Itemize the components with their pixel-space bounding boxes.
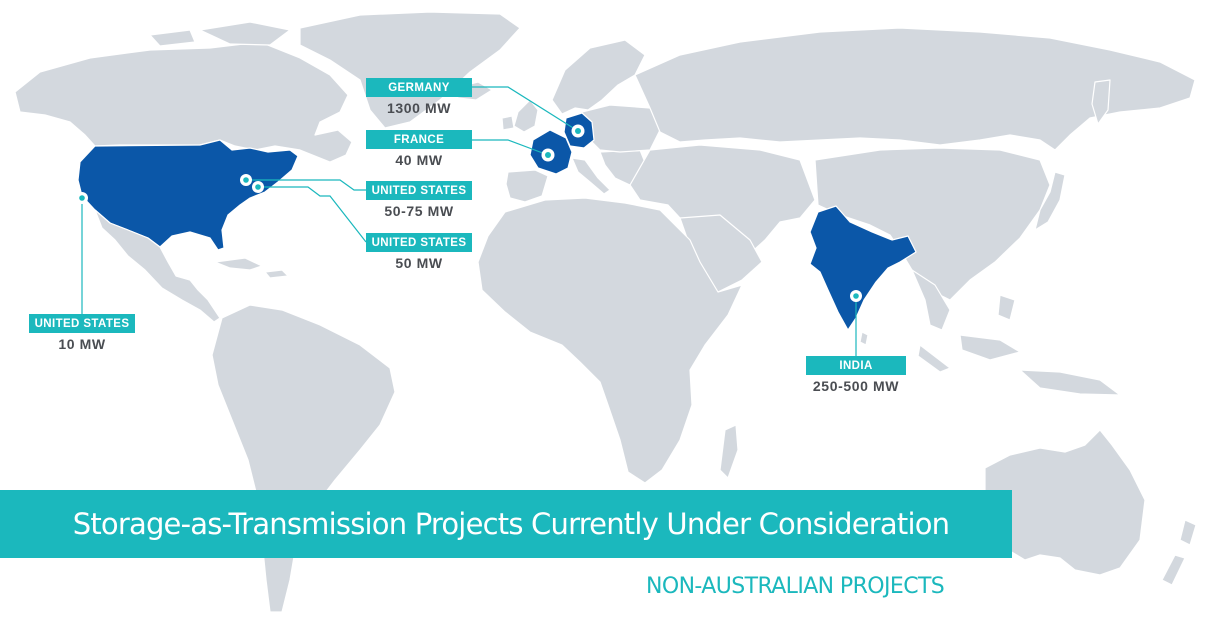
landmass-africa: [477, 197, 743, 484]
location-name: UNITED STATES: [366, 233, 472, 252]
landmass-canada-alaska: [14, 41, 353, 163]
location-capacity: 50 MW: [395, 255, 443, 271]
landmass-japan: [1034, 171, 1066, 231]
location-pin-us-east-2: [252, 181, 264, 193]
location-label-us-east-2: UNITED STATES 50 MW: [366, 233, 472, 271]
landmass-uk-ireland: [501, 99, 539, 133]
location-pin-france: [541, 148, 555, 162]
landmass-greenland: [299, 11, 521, 129]
location-capacity: 50-75 MW: [384, 203, 454, 219]
location-capacity: 250-500 MW: [812, 378, 900, 394]
landmass-china-east-asia: [814, 147, 1051, 301]
location-name: INDIA: [806, 356, 906, 375]
landmass-kamchatka: [1091, 79, 1111, 125]
location-pin-germany: [571, 124, 585, 138]
country-india: [809, 205, 917, 331]
location-label-us-west: UNITED STATES 10 MW: [29, 314, 135, 352]
landmass-new-zealand: [1161, 519, 1197, 586]
landmass-mexico-central-america: [94, 209, 221, 323]
title-banner: Storage-as-Transmission Projects Current…: [0, 490, 1012, 558]
location-label-france: FRANCE 40 MW: [366, 130, 472, 168]
page-title: Storage-as-Transmission Projects Current…: [72, 507, 950, 541]
landmass-russia: [634, 27, 1196, 151]
landmass-scandinavia: [551, 39, 646, 115]
location-capacity: 40 MW: [395, 152, 443, 168]
location-pin-india: [850, 290, 862, 302]
leader-line-us-east-1: [246, 179, 366, 191]
leader-line-france: [472, 139, 549, 156]
landmass-iberia: [505, 169, 549, 203]
location-pin-us-east-1: [240, 174, 252, 186]
location-name: UNITED STATES: [29, 314, 135, 333]
location-label-us-east-1: UNITED STATES 50-75 MW: [366, 181, 472, 219]
landmass-sri-lanka: [859, 331, 869, 346]
landmass-central-europe: [581, 104, 661, 153]
leader-line-us-east-2: [258, 186, 367, 243]
page-subtitle: NON-AUSTRALIAN PROJECTS: [646, 574, 945, 599]
landmass-arctic-islands: [149, 21, 291, 47]
location-capacity: 10 MW: [58, 336, 106, 352]
location-name: FRANCE: [366, 130, 472, 149]
landmass-caribbean: [214, 257, 289, 279]
location-name: GERMANY: [366, 78, 472, 97]
location-name: UNITED STATES: [366, 181, 472, 200]
leader-line-germany: [472, 86, 579, 132]
location-label-india: INDIA 250-500 MW: [806, 356, 906, 394]
landmass-south-america: [211, 304, 396, 613]
location-capacity: 1300 MW: [386, 100, 452, 116]
location-label-germany: GERMANY 1300 MW: [366, 78, 472, 116]
landmass-southeast-asia: [911, 269, 1121, 396]
landmass-madagascar: [719, 424, 739, 479]
location-pin-us-west: [76, 192, 88, 204]
